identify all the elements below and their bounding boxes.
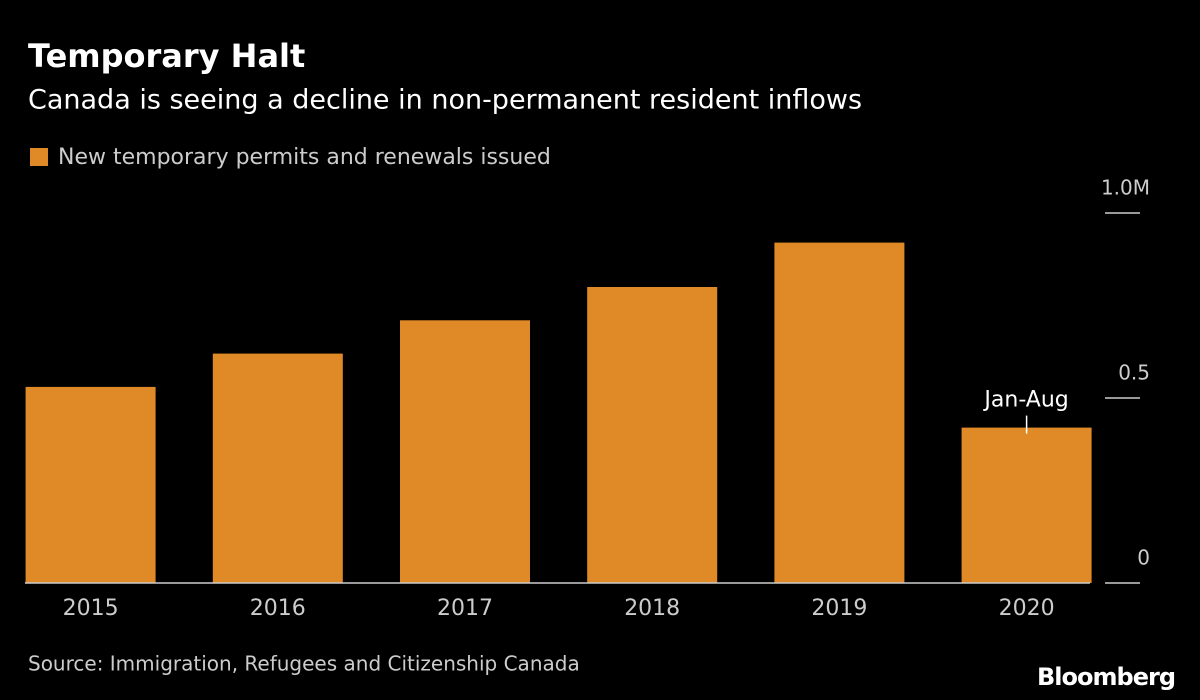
x-tick-label: 2020	[999, 596, 1055, 621]
y-tick-label: 0.5	[1118, 361, 1150, 385]
brand: Bloomberg	[1037, 663, 1175, 691]
bar	[25, 386, 156, 583]
x-tick-label: 2017	[437, 596, 493, 621]
x-tick-label: 2018	[624, 596, 680, 621]
y-tick-label: 0	[1137, 546, 1150, 570]
bar	[212, 353, 343, 583]
legend-label: New temporary permits and renewals issue…	[58, 145, 551, 170]
bar	[400, 320, 530, 583]
x-tick-label: 2019	[811, 596, 867, 621]
chart-subtitle: Canada is seeing a decline in non-perman…	[28, 85, 862, 116]
bar	[774, 242, 905, 583]
x-tick-label: 2015	[63, 596, 119, 621]
bar	[961, 427, 1092, 583]
chart-title: Temporary Halt	[28, 37, 305, 75]
annotation: Jan-Aug	[982, 388, 1068, 413]
bar	[587, 287, 718, 583]
y-tick-label: 1.0M	[1101, 176, 1150, 200]
legend-swatch	[30, 148, 48, 166]
x-tick-label: 2016	[250, 596, 306, 621]
source: Source: Immigration, Refugees and Citize…	[28, 652, 580, 676]
